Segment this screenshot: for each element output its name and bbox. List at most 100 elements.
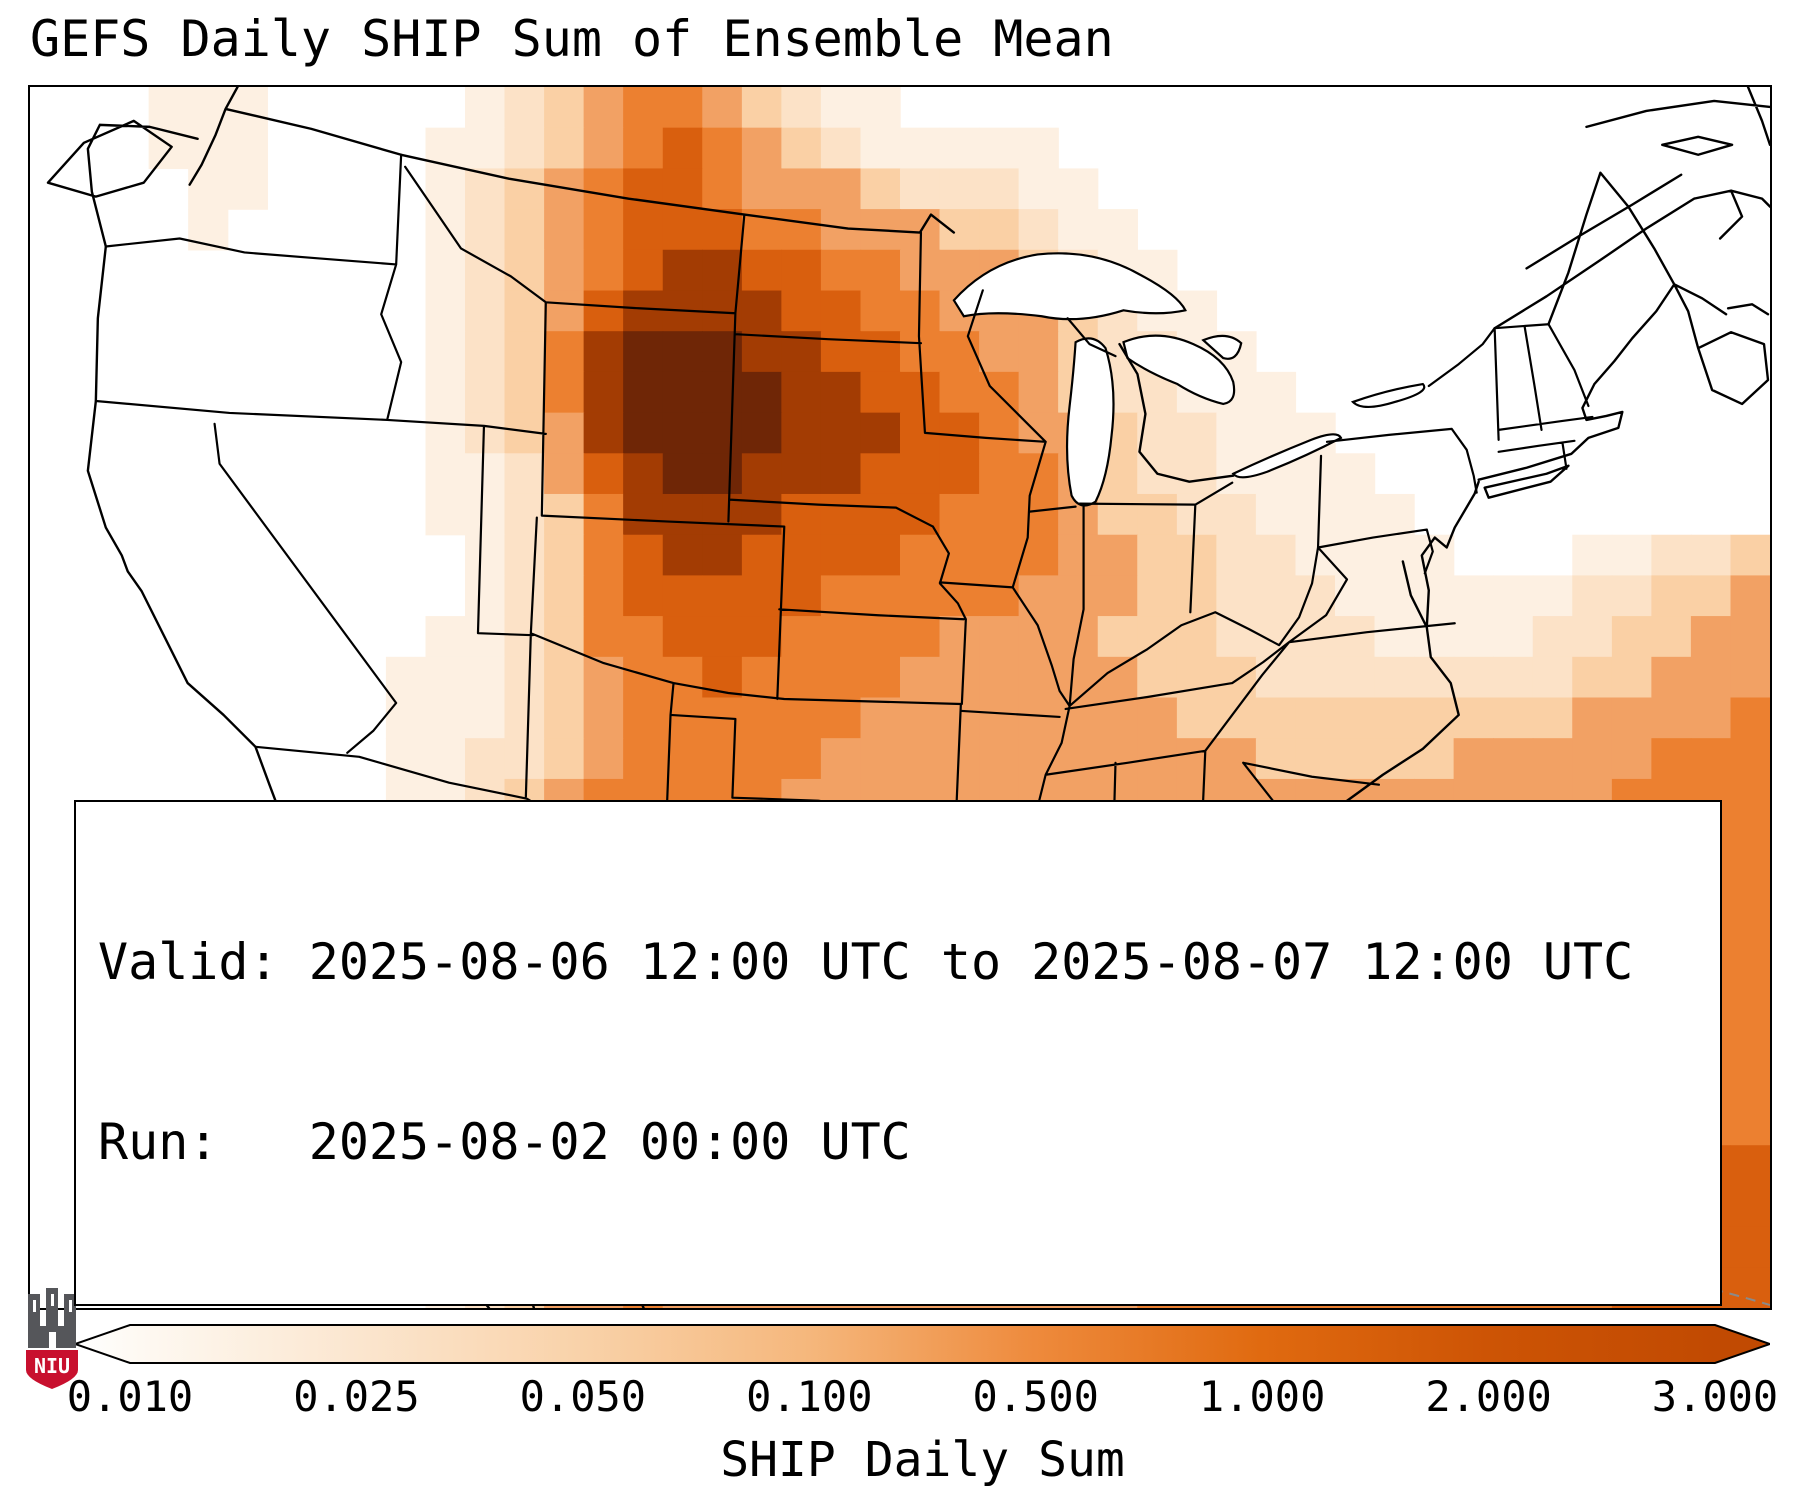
heatmap-cell — [504, 575, 545, 617]
heatmap-cell — [1453, 738, 1494, 780]
heatmap-cell — [702, 453, 743, 495]
heatmap-cell — [544, 371, 585, 414]
heatmap-cell — [1295, 453, 1336, 495]
heatmap-cell — [504, 331, 545, 373]
heatmap-cell — [702, 575, 743, 617]
heatmap-cell — [1295, 534, 1336, 577]
heatmap-cell — [1058, 168, 1099, 210]
heatmap-cell — [583, 87, 624, 129]
heatmap-cell — [1097, 656, 1138, 699]
heatmap-cell — [979, 331, 1020, 373]
heatmap-cell — [1255, 412, 1297, 454]
heatmap-cell — [1730, 1185, 1770, 1228]
heatmap-cell — [465, 493, 506, 536]
heatmap-cell — [465, 412, 506, 454]
heatmap-cell — [1651, 534, 1692, 577]
heatmap-cell — [900, 127, 941, 170]
heatmap-cell — [1018, 575, 1059, 617]
heatmap-cell — [662, 493, 703, 536]
heatmap-cell — [979, 656, 1020, 699]
heatmap-cell — [1572, 656, 1613, 699]
heatmap-cell — [1532, 575, 1573, 617]
heatmap-cell — [820, 534, 862, 577]
heatmap-cell — [583, 493, 624, 536]
heatmap-cell — [1730, 941, 1770, 984]
valid-text: Valid: 2025-08-06 12:00 UTC to 2025-08-0… — [98, 933, 1634, 991]
heatmap-cell — [1690, 616, 1732, 658]
heatmap-cell — [662, 127, 703, 170]
heatmap-cell — [465, 738, 506, 780]
heatmap-cell — [1255, 371, 1297, 414]
heatmap-cell — [1097, 209, 1138, 251]
heatmap-cell — [741, 575, 783, 617]
heatmap-cell — [425, 493, 466, 536]
heatmap-cell — [1493, 616, 1534, 658]
heatmap-cell — [465, 127, 506, 170]
heatmap-cell — [1690, 738, 1732, 780]
heatmap-cell — [781, 87, 822, 129]
heatmap-cell — [1018, 738, 1059, 780]
colorbar-tick-label: 0.010 — [66, 1372, 194, 1421]
run-text: Run: 2025-08-02 00:00 UTC — [98, 1113, 911, 1171]
heatmap-cell — [781, 493, 822, 536]
heatmap-cell — [623, 453, 664, 495]
heatmap-cell — [1058, 534, 1099, 577]
heatmap-cell — [1216, 575, 1257, 617]
heatmap-cell — [1335, 575, 1376, 617]
heatmap-cell — [1176, 697, 1218, 739]
heatmap-cell — [820, 493, 862, 536]
heatmap-cell — [820, 738, 862, 780]
heatmap-cell — [662, 656, 703, 699]
heatmap-cell — [465, 87, 506, 129]
heatmap-cell — [1414, 575, 1455, 617]
heatmap-cell — [1018, 493, 1059, 536]
heatmap-cell — [741, 616, 783, 658]
heatmap-cell — [1097, 575, 1138, 617]
heatmap-cell — [979, 738, 1020, 780]
heatmap-cell — [860, 616, 901, 658]
colorbar-tick-label: 3.000 — [1651, 1372, 1779, 1421]
heatmap-cell — [1176, 493, 1218, 536]
heatmap-cell — [583, 168, 624, 210]
heatmap-cell — [781, 453, 822, 495]
heatmap-cell — [741, 87, 783, 129]
heatmap-cell — [227, 168, 268, 210]
heatmap-cell — [385, 738, 427, 780]
heatmap-cell — [860, 127, 901, 170]
heatmap-cell — [504, 656, 545, 699]
heatmap-cell — [1374, 697, 1415, 739]
heatmap-cell — [900, 453, 941, 495]
heatmap-cell — [425, 249, 466, 292]
heatmap-cell — [583, 534, 624, 577]
heatmap-cell — [662, 412, 703, 454]
heatmap-cell — [583, 331, 624, 373]
heatmap-cell — [1730, 1063, 1770, 1106]
heatmap-cell — [900, 534, 941, 577]
heatmap-cell — [1295, 738, 1336, 780]
heatmap-cell — [1532, 616, 1573, 658]
heatmap-cell — [1572, 697, 1613, 739]
heatmap-cell — [1018, 331, 1059, 373]
heatmap-cell — [1137, 575, 1178, 617]
heatmap-cell — [662, 453, 703, 495]
heatmap-cell — [1176, 453, 1218, 495]
heatmap-cell — [1137, 656, 1178, 699]
heatmap-cell — [1097, 534, 1138, 577]
heatmap-cell — [662, 616, 703, 658]
heatmap-cell — [583, 249, 624, 292]
heatmap-cell — [1493, 697, 1534, 739]
heatmap-cell — [544, 616, 585, 658]
heatmap-cell — [781, 127, 822, 170]
heatmap-cell — [1255, 534, 1297, 577]
heatmap-cell — [1295, 697, 1336, 739]
heatmap-cell — [1730, 738, 1770, 780]
heatmap-cell — [1730, 1226, 1770, 1268]
heatmap-cell — [1730, 1145, 1770, 1187]
heatmap-cell — [385, 656, 427, 699]
heatmap-cell — [1453, 575, 1494, 617]
heatmap-cell — [979, 534, 1020, 577]
heatmap-cell — [623, 249, 664, 292]
heatmap-cell — [860, 168, 901, 210]
colorbar-tick-label: 1.000 — [1198, 1372, 1326, 1421]
